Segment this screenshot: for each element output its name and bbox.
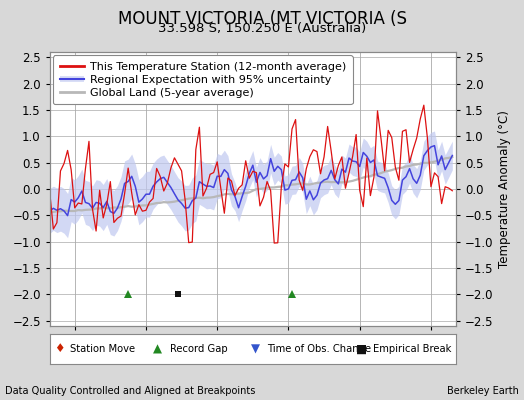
Legend: This Temperature Station (12-month average), Regional Expectation with 95% uncer: This Temperature Station (12-month avera… [53,55,353,104]
Text: Record Gap: Record Gap [170,344,227,354]
Text: 33.598 S, 150.250 E (Australia): 33.598 S, 150.250 E (Australia) [158,22,366,35]
Text: Time of Obs. Change: Time of Obs. Change [267,344,371,354]
Text: MOUNT VICTORIA (MT VICTORIA (S: MOUNT VICTORIA (MT VICTORIA (S [117,10,407,28]
Text: Station Move: Station Move [70,344,135,354]
Text: Berkeley Earth: Berkeley Earth [447,386,519,396]
Text: Empirical Break: Empirical Break [373,344,451,354]
Y-axis label: Temperature Anomaly (°C): Temperature Anomaly (°C) [498,110,510,268]
Text: ▼: ▼ [251,342,260,356]
Text: ▲: ▲ [154,342,162,356]
Text: ■: ■ [356,342,367,356]
Text: Data Quality Controlled and Aligned at Breakpoints: Data Quality Controlled and Aligned at B… [5,386,256,396]
Text: ♦: ♦ [54,342,64,356]
